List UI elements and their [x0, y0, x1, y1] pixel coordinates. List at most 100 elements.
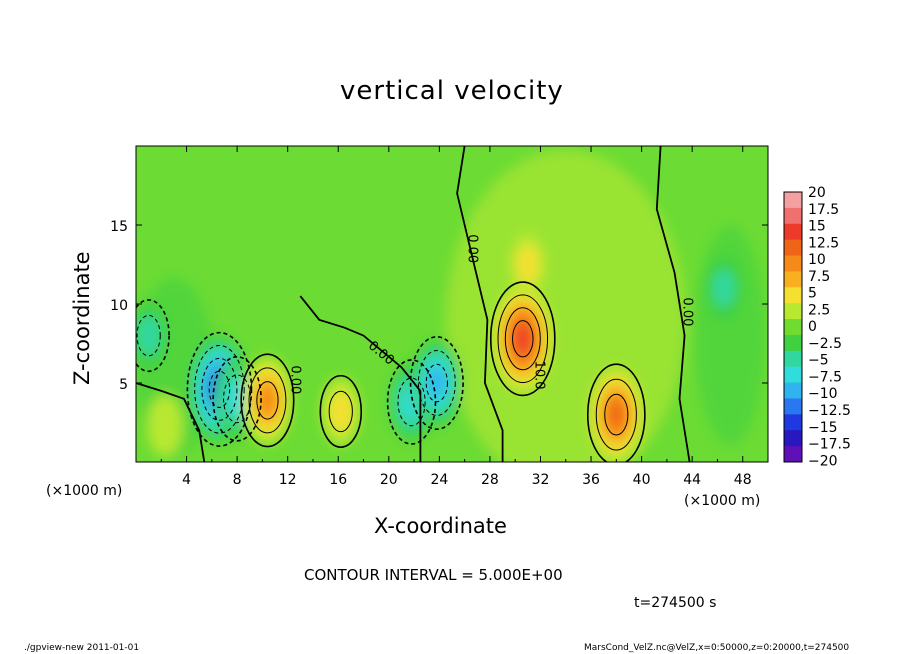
- x-tick-label: 24: [430, 472, 448, 488]
- colorbar-swatch: [784, 414, 802, 431]
- colorbar-label: −5: [808, 353, 829, 369]
- contour-label: 0.00: [464, 234, 479, 263]
- y-tick-label: 15: [110, 219, 128, 235]
- contour-10-0: [136, 299, 170, 373]
- contour-3-2: [256, 381, 279, 420]
- time-label: t=274500 s: [634, 595, 717, 611]
- x-tick-label: 32: [532, 472, 550, 488]
- colorbar-swatch: [784, 319, 802, 336]
- colorbar-label: −12.5: [808, 403, 851, 419]
- contour-7-1: [497, 294, 549, 384]
- contour-label: 10.0: [531, 361, 546, 390]
- x-tick-label: 28: [481, 472, 499, 488]
- y-axis-label: Z-coordinate: [70, 251, 94, 385]
- colorbar-label: 2.5: [808, 302, 830, 318]
- colorbar-label: 20: [808, 185, 826, 201]
- x-axis-label: X-coordinate: [374, 514, 507, 538]
- colorbar-label: 5: [808, 286, 817, 302]
- colorbar-swatch: [784, 287, 802, 304]
- x-tick-label: 48: [734, 472, 752, 488]
- colorbar-label: −20: [808, 453, 838, 469]
- positive-band: [445, 149, 686, 462]
- contour-10-1: [136, 314, 161, 357]
- colorbar-label: 0: [808, 319, 817, 335]
- colorbar-swatch: [784, 239, 802, 257]
- colorbar-swatch: [784, 207, 802, 225]
- colorbar-label: −10: [808, 386, 838, 402]
- colorbar-label: 10: [808, 252, 826, 268]
- colorbar-swatch: [784, 271, 802, 288]
- colorbar-swatch: [784, 366, 802, 384]
- feature-9: [589, 366, 644, 462]
- feature-8: [509, 232, 547, 297]
- colorbar-frame: [783, 191, 803, 463]
- x-tick-label: 4: [182, 472, 191, 488]
- feature-0: [147, 394, 183, 457]
- contour-2-1: [223, 374, 252, 424]
- contour-5-1: [397, 377, 426, 427]
- contour-label: 0.00: [679, 297, 694, 326]
- zero-contour-1: [655, 146, 691, 462]
- feature-10: [136, 301, 169, 370]
- feature-3: [242, 356, 293, 445]
- contour-4-0: [319, 374, 363, 448]
- colorbar-label: 15: [808, 219, 826, 235]
- contour-1-2: [201, 357, 238, 421]
- colorbar-label: 7.5: [808, 269, 830, 285]
- footer-left: ./gpview-new 2011-01-01: [24, 643, 140, 653]
- colorbar-swatch: [784, 255, 802, 272]
- contour-6-0: [409, 335, 464, 430]
- contour-1-0: [186, 331, 253, 447]
- feature-6: [411, 339, 462, 427]
- chart-title: vertical velocity: [340, 76, 564, 106]
- colorbar-label: −2.5: [808, 336, 842, 352]
- contour-4-1: [328, 390, 353, 433]
- contour-9-0: [586, 363, 646, 462]
- colorbar-swatch: [784, 334, 802, 352]
- colorbar-swatch: [784, 303, 802, 320]
- contour-3-0: [240, 353, 295, 448]
- colorbar-label: −7.5: [808, 369, 842, 385]
- y-tick-label: 10: [110, 298, 128, 314]
- x-tick-label: 40: [633, 472, 651, 488]
- x-tick-label: 20: [380, 472, 398, 488]
- contour-2-0: [212, 355, 262, 442]
- contour-9-2: [604, 393, 629, 436]
- x-tick-label: 16: [329, 472, 347, 488]
- x-tick-label: 12: [279, 472, 297, 488]
- x-tick-label: 44: [683, 472, 701, 488]
- zero-contour-0: [456, 146, 504, 462]
- contour-9-1: [595, 378, 637, 451]
- colorbar-label: 12.5: [808, 235, 839, 251]
- colorbar-swatch: [784, 223, 802, 241]
- contour-7-3: [512, 320, 534, 358]
- contour-6-2: [425, 363, 448, 403]
- x-tick-label: 8: [233, 472, 242, 488]
- colorbar-swatch: [784, 192, 802, 209]
- contour-7-0: [489, 281, 556, 397]
- footer-right: MarsCond_VelZ.nc@VelZ,x=0:50000,z=0:2000…: [584, 643, 850, 653]
- feature-4: [321, 377, 361, 446]
- colorbar-swatch: [784, 350, 802, 368]
- colorbar-label: −17.5: [808, 437, 851, 453]
- colorbar-label: −15: [808, 420, 838, 436]
- zero-contour-3: [136, 382, 206, 462]
- colorbar-swatch: [784, 430, 802, 447]
- y-tick-label: 5: [119, 377, 128, 393]
- contour-7-2: [504, 307, 541, 371]
- colorbar-label: 17.5: [808, 202, 839, 218]
- contour-1-3: [208, 370, 231, 408]
- x-unit-label-right: (×1000 m): [684, 493, 761, 509]
- colorbar-swatch: [784, 382, 802, 399]
- zero-contour-2: [299, 295, 422, 462]
- contour-label: 0.00: [287, 365, 302, 394]
- feature-11: [705, 256, 743, 321]
- x-unit-label-left: (×1000 m): [46, 483, 123, 499]
- contour-6-1: [417, 350, 456, 416]
- contour-3-1: [248, 367, 287, 434]
- colorbar-swatch: [784, 398, 802, 415]
- contour-1-1: [194, 344, 245, 434]
- colorbar-swatch: [784, 446, 802, 463]
